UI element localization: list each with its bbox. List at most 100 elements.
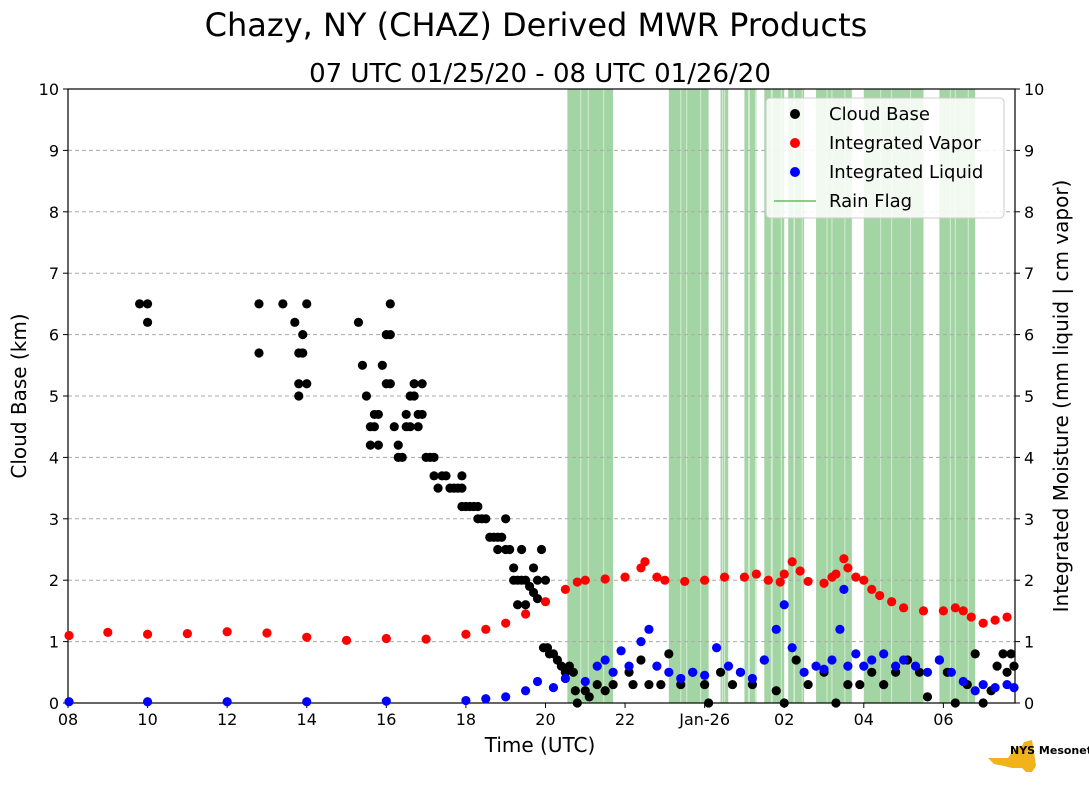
point-integrated-vapor-31 [779, 569, 789, 579]
point-cloud-base-28 [385, 379, 395, 389]
y-tick-label-right-5: 5 [1024, 387, 1034, 406]
point-integrated-liquid-55 [1009, 683, 1019, 693]
point-cloud-base-125 [867, 667, 877, 677]
point-cloud-base-41 [417, 379, 427, 389]
point-integrated-liquid-14 [600, 655, 610, 665]
point-integrated-liquid-41 [859, 661, 869, 671]
point-cloud-base-9 [294, 391, 304, 401]
y-tick-label-left-5: 5 [49, 387, 59, 406]
point-integrated-vapor-0 [64, 630, 74, 641]
logo-text: NYS Mesonet [1010, 744, 1089, 757]
point-cloud-base-70 [505, 544, 515, 555]
rain-flag-band-1 [668, 89, 709, 703]
point-cloud-base-77 [520, 600, 531, 610]
point-cloud-base-40 [413, 422, 423, 432]
x-tick-label-04: 04 [854, 710, 874, 729]
point-cloud-base-105 [644, 679, 654, 690]
point-integrated-liquid-23 [688, 667, 698, 677]
point-cloud-base-12 [302, 299, 312, 309]
point-integrated-vapor-52 [990, 615, 1000, 625]
point-cloud-base-45 [429, 471, 439, 481]
point-integrated-vapor-42 [867, 584, 877, 595]
point-integrated-liquid-12 [580, 676, 590, 687]
point-integrated-vapor-17 [580, 575, 590, 585]
point-cloud-base-104 [636, 655, 646, 665]
point-integrated-vapor-19 [620, 572, 630, 582]
point-integrated-vapor-32 [787, 557, 797, 567]
point-integrated-vapor-44 [887, 597, 897, 607]
point-integrated-vapor-43 [875, 590, 885, 601]
y-tick-label-left-3: 3 [49, 510, 59, 529]
y-tick-label-left-7: 7 [49, 264, 59, 283]
legend-marker-2 [790, 167, 800, 177]
point-integrated-liquid-38 [839, 584, 849, 595]
x-tick-label-14: 14 [297, 710, 317, 729]
point-integrated-vapor-18 [600, 574, 610, 584]
data-series [64, 299, 1019, 708]
point-integrated-vapor-26 [719, 572, 730, 582]
point-integrated-vapor-40 [851, 572, 861, 582]
y-tick-label-right-8: 8 [1024, 203, 1034, 222]
point-integrated-vapor-6 [302, 632, 312, 642]
x-tick-label-06: 06 [933, 710, 953, 729]
series-cloud-base [135, 299, 1019, 708]
y-tick-label-left-6: 6 [49, 326, 59, 345]
point-integrated-vapor-47 [938, 606, 948, 616]
point-integrated-vapor-46 [918, 606, 929, 616]
point-cloud-base-62 [481, 514, 491, 524]
point-integrated-vapor-27 [739, 572, 750, 582]
point-integrated-liquid-37 [835, 624, 845, 634]
point-cloud-base-22 [373, 440, 383, 450]
point-cloud-base-139 [998, 649, 1008, 659]
point-cloud-base-71 [509, 563, 519, 573]
point-cloud-base-42 [417, 409, 427, 420]
point-integrated-liquid-16 [616, 646, 626, 656]
point-cloud-base-74 [513, 600, 523, 610]
point-cloud-base-66 [493, 544, 503, 555]
point-cloud-base-11 [298, 348, 308, 358]
point-cloud-base-100 [600, 686, 610, 696]
x-tick-label-Jan-26: Jan-26 [678, 710, 730, 729]
y-axis-label-left: Cloud Base (km) [7, 313, 31, 478]
point-integrated-vapor-21 [640, 557, 650, 567]
point-integrated-vapor-51 [978, 618, 988, 628]
point-cloud-base-142 [1009, 661, 1019, 671]
point-cloud-base-110 [700, 679, 710, 690]
point-cloud-base-95 [570, 686, 580, 696]
point-cloud-base-117 [771, 686, 781, 696]
point-integrated-vapor-24 [680, 576, 690, 587]
point-cloud-base-35 [405, 422, 415, 432]
point-integrated-liquid-9 [532, 676, 543, 687]
point-cloud-base-37 [409, 379, 419, 389]
legend-label-3: Rain Flag [829, 191, 912, 212]
point-cloud-base-2 [142, 317, 153, 327]
point-integrated-liquid-2 [222, 697, 232, 707]
point-cloud-base-120 [803, 679, 813, 690]
legend-label-0: Cloud Base [829, 104, 930, 125]
point-cloud-base-81 [528, 563, 539, 573]
x-axis-label: Time (UTC) [484, 733, 596, 757]
point-integrated-liquid-24 [700, 670, 710, 680]
y-tick-label-left-9: 9 [49, 141, 59, 160]
point-integrated-liquid-52 [978, 679, 988, 690]
point-integrated-liquid-8 [520, 686, 531, 696]
legend-marker-0 [790, 109, 800, 119]
point-integrated-liquid-5 [461, 695, 471, 706]
point-integrated-liquid-39 [843, 661, 853, 671]
point-integrated-vapor-13 [520, 609, 531, 619]
point-cloud-base-136 [978, 698, 988, 708]
point-cloud-base-135 [970, 649, 980, 659]
point-cloud-base-113 [727, 679, 738, 690]
point-integrated-liquid-36 [827, 655, 837, 665]
legend-box [765, 97, 1005, 219]
point-cloud-base-85 [540, 575, 551, 585]
point-integrated-vapor-28 [751, 569, 761, 579]
y-tick-label-left-8: 8 [49, 203, 59, 222]
point-integrated-vapor-16 [572, 577, 582, 587]
point-cloud-base-38 [409, 391, 419, 401]
point-integrated-vapor-34 [803, 576, 813, 587]
point-cloud-base-99 [592, 679, 602, 690]
point-integrated-vapor-23 [660, 575, 670, 585]
point-cloud-base-124 [855, 679, 865, 690]
